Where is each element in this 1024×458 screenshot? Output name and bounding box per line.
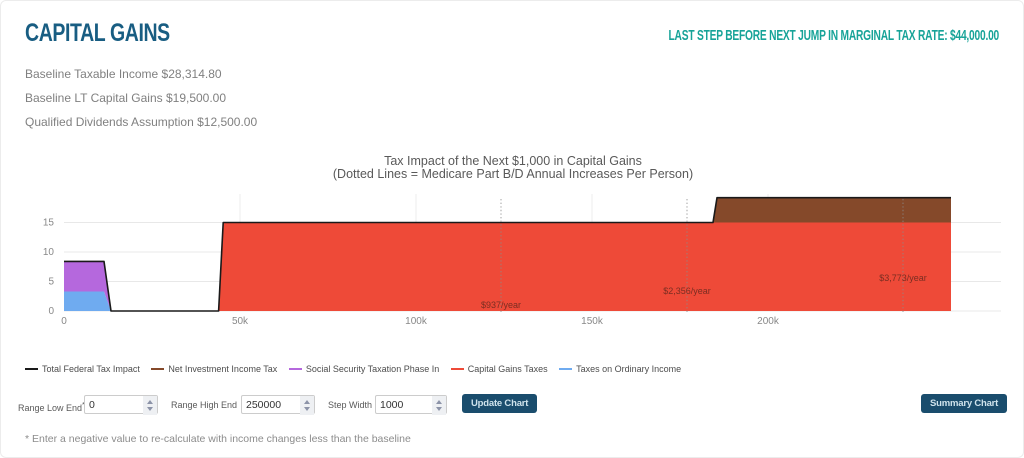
svg-text:$937/year: $937/year — [481, 300, 521, 310]
svg-text:100k: 100k — [405, 316, 428, 327]
svg-text:0: 0 — [48, 306, 54, 317]
svg-text:50k: 50k — [232, 316, 249, 327]
svg-text:$3,773/year: $3,773/year — [879, 273, 927, 283]
svg-text:15: 15 — [43, 218, 55, 229]
svg-text:0: 0 — [61, 316, 67, 327]
svg-text:10: 10 — [43, 247, 55, 258]
svg-text:200k: 200k — [757, 316, 780, 327]
svg-text:5: 5 — [48, 277, 54, 288]
svg-text:$2,356/year: $2,356/year — [663, 286, 711, 296]
svg-text:150k: 150k — [581, 316, 604, 327]
